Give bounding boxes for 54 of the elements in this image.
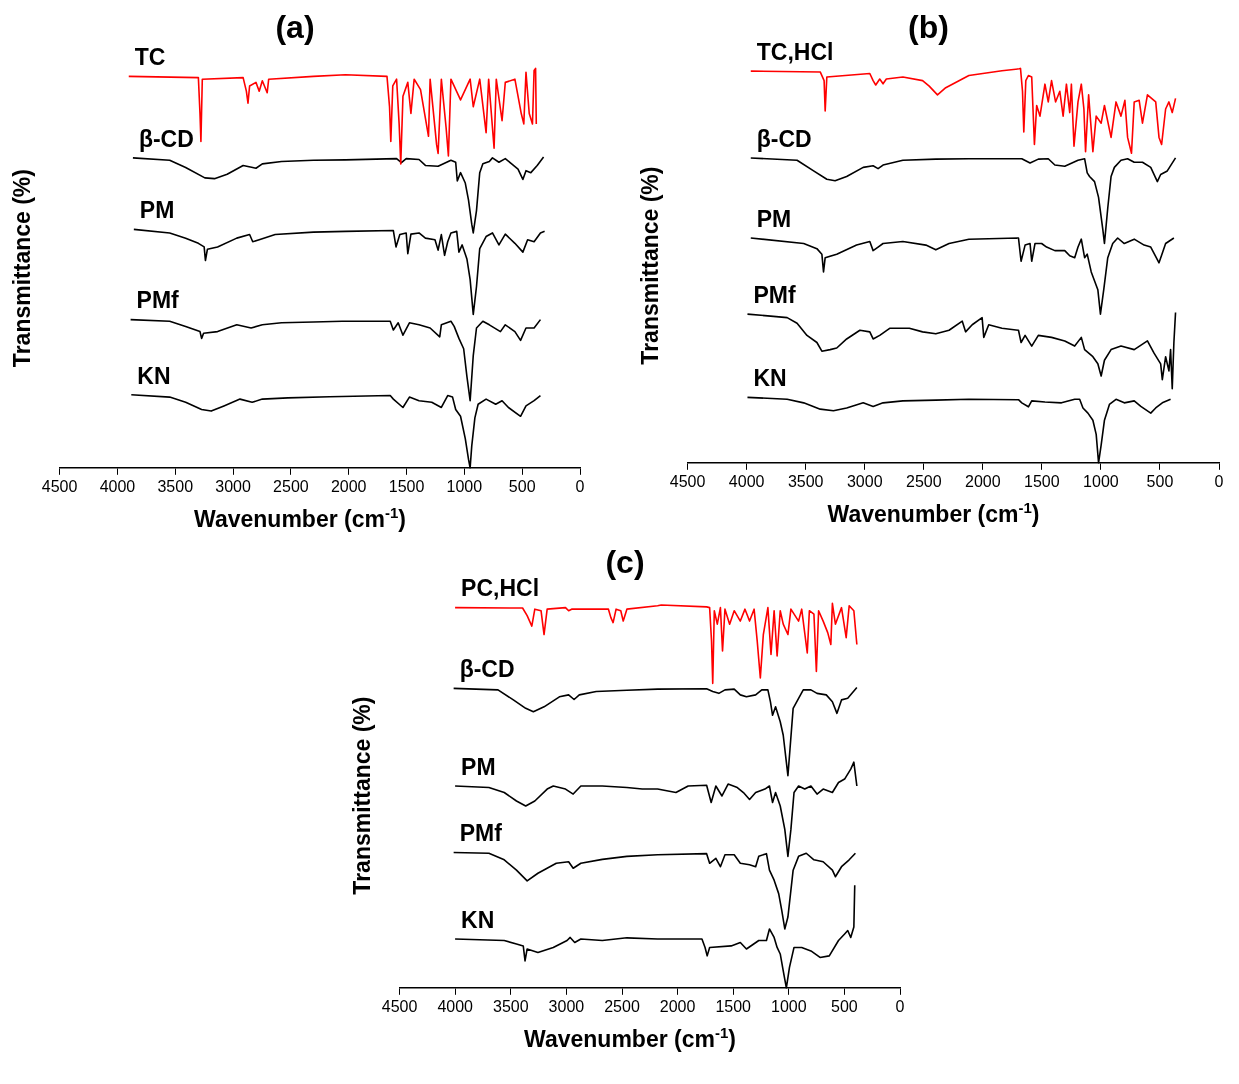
- series-label: PMf: [459, 820, 503, 847]
- series-label: PM: [756, 205, 792, 232]
- chart-title: (c): [605, 544, 645, 581]
- x-tick-label: 2500: [905, 472, 942, 490]
- series-label: KN: [137, 362, 171, 389]
- series-label: PM: [461, 753, 496, 780]
- x-tick-label: 3000: [548, 997, 585, 1015]
- series-label: TC: [134, 44, 166, 71]
- y-axis-title: Transmittance (%): [9, 169, 36, 368]
- x-tick-label: 0: [575, 477, 585, 495]
- x-tick-label: 2000: [659, 997, 696, 1015]
- x-tick-label: 4500: [381, 997, 418, 1015]
- x-tick-label: 2500: [604, 997, 640, 1015]
- x-tick-label: 3500: [787, 472, 824, 490]
- x-tick-label: 1000: [446, 477, 483, 495]
- x-tick-label: 500: [508, 477, 536, 495]
- series-label: β-CD: [138, 125, 194, 152]
- x-tick-label: 4500: [669, 472, 706, 490]
- series-label: PMf: [136, 287, 180, 314]
- x-tick-label: 3500: [157, 477, 194, 495]
- x-tick-label: 2500: [273, 477, 309, 495]
- series-label: β-CD: [756, 125, 812, 152]
- x-tick-label: 2000: [330, 477, 367, 495]
- x-tick-label: 3500: [493, 997, 529, 1015]
- y-axis-title: Transmittance (%): [349, 696, 376, 895]
- series-label: KN: [461, 906, 495, 933]
- x-tick-label: 0: [1214, 472, 1224, 490]
- x-axis-title: Wavenumber (cm$^{-1}$): [826, 499, 1041, 528]
- x-tick-label: 4000: [437, 997, 474, 1015]
- series-label: PC,HCl: [461, 575, 540, 602]
- x-tick-label: 4000: [728, 472, 765, 490]
- series-label: KN: [753, 365, 787, 392]
- series-label: PM: [139, 197, 175, 224]
- x-tick-label: 3000: [846, 472, 883, 490]
- y-axis-title: Transmittance (%): [637, 166, 664, 365]
- x-tick-label: 4000: [99, 477, 136, 495]
- x-tick-label: 2000: [965, 472, 1001, 490]
- x-tick-label: 1000: [1083, 472, 1119, 490]
- x-tick-label: 0: [895, 997, 905, 1015]
- chart-title: (a): [275, 9, 315, 46]
- x-tick-label: 1500: [715, 997, 752, 1015]
- x-axis-title: Wavenumber (cm$^{-1}$): [523, 1024, 737, 1053]
- x-tick-label: 500: [831, 997, 858, 1015]
- x-tick-label: 500: [1146, 472, 1174, 490]
- series-label: β-CD: [459, 656, 515, 683]
- series-label: PMf: [753, 281, 796, 308]
- x-tick-label: 1000: [771, 997, 807, 1015]
- x-tick-label: 1500: [1024, 472, 1060, 490]
- x-tick-label: 3000: [215, 477, 251, 495]
- chart-title: (b): [908, 9, 949, 46]
- series-label: TC,HCl: [756, 39, 834, 65]
- x-tick-label: 4500: [41, 477, 78, 495]
- x-axis-title: Wavenumber (cm$^{-1}$): [193, 504, 407, 533]
- x-tick-label: 1500: [388, 477, 425, 495]
